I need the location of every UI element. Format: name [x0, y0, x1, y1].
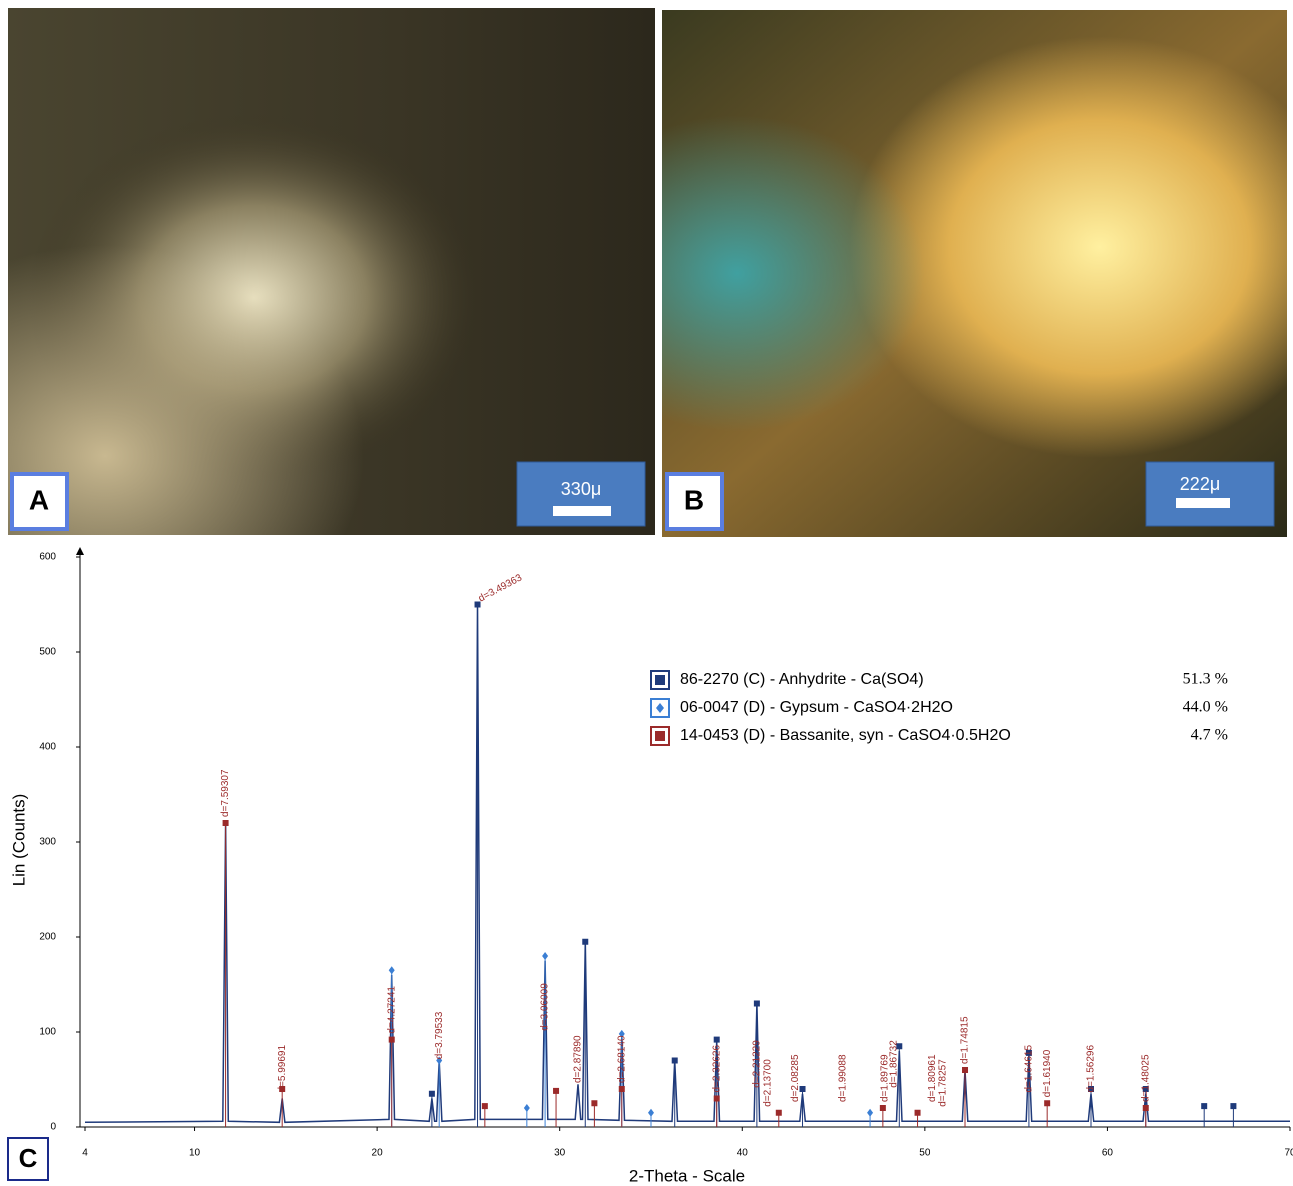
reference-marker	[1044, 1100, 1050, 1106]
reference-marker	[553, 1088, 559, 1094]
reference-marker	[754, 1001, 760, 1007]
panel-label: A	[29, 484, 49, 515]
legend-swatch	[655, 731, 665, 741]
micrograph-b: 222μ B	[662, 10, 1287, 537]
x-tick-label: 4	[82, 1148, 88, 1159]
peak-label: d=7.59307	[220, 769, 231, 817]
reference-marker	[1230, 1103, 1236, 1109]
peak-label: d=3.06009	[540, 983, 551, 1031]
peak-label: d=2.13700	[762, 1059, 773, 1107]
peak-label: d=1.86732	[888, 1040, 899, 1088]
reference-marker	[619, 1086, 625, 1092]
reference-marker	[389, 1037, 395, 1043]
x-tick-label: 50	[919, 1148, 931, 1159]
peak-label: d=3.49363	[477, 572, 525, 604]
y-tick-label: 600	[39, 552, 56, 563]
legend-label: 06-0047 (D) - Gypsum - CaSO4·2H2O	[680, 699, 953, 716]
reference-marker	[1201, 1103, 1207, 1109]
y-tick-label: 200	[39, 932, 56, 943]
y-tick-label: 400	[39, 742, 56, 753]
peak-label: d=1.99088	[837, 1054, 848, 1102]
y-tick-label: 100	[39, 1027, 56, 1038]
peak-label: d=1.74815	[960, 1016, 971, 1064]
peak-label: d=2.68140	[616, 1035, 627, 1083]
reference-marker	[776, 1110, 782, 1116]
panel-label: B	[684, 484, 704, 515]
reference-marker	[648, 1109, 654, 1117]
panel-label: C	[19, 1143, 38, 1173]
reference-marker	[714, 1096, 720, 1102]
figure: 330μ A 222μ B C 0 100 200 300 400 500 600 4 10 20…	[0, 0, 1293, 1186]
reference-marker	[867, 1109, 873, 1117]
reference-marker	[389, 966, 395, 974]
reference-marker	[542, 952, 548, 960]
peak-label: d=1.56296	[1086, 1045, 1097, 1093]
reference-marker	[962, 1067, 968, 1073]
legend-label: 14-0453 (D) - Bassanite, syn - CaSO4·0.5…	[680, 727, 1011, 744]
legend-share: 4.7 %	[1191, 727, 1228, 744]
legend-share: 51.3 %	[1183, 671, 1228, 688]
peak-label: d=2.21229	[752, 1040, 763, 1088]
reference-marker	[223, 820, 229, 826]
peak-label: d=2.87890	[573, 1035, 584, 1083]
legend-label: 86-2270 (C) - Anhydrite - Ca(SO4)	[680, 671, 924, 688]
reference-marker	[482, 1103, 488, 1109]
reference-marker	[475, 602, 481, 608]
axis-arrow	[76, 547, 84, 555]
peak-label: d=1.64615	[1024, 1045, 1035, 1093]
y-tick-label: 0	[50, 1122, 56, 1133]
y-axis-title: Lin (Counts)	[9, 794, 28, 887]
reference-marker	[672, 1058, 678, 1064]
y-tick-label: 500	[39, 647, 56, 658]
reference-marker	[880, 1105, 886, 1111]
legend-swatch	[655, 675, 665, 685]
reference-marker	[714, 1037, 720, 1043]
reference-marker	[582, 939, 588, 945]
reference-marker	[1143, 1105, 1149, 1111]
peak-label: d=2.08285	[790, 1054, 801, 1102]
peak-label: d=1.48025	[1140, 1054, 1151, 1102]
reference-marker	[429, 1091, 435, 1097]
reference-marker	[524, 1104, 530, 1112]
reference-marker	[591, 1100, 597, 1106]
peak-label: d=3.79533	[434, 1011, 445, 1059]
peak-label: d=4.27241	[386, 986, 397, 1034]
micrograph-a: 330μ A	[8, 8, 655, 535]
peak-label: d=2.32626	[711, 1045, 722, 1093]
x-axis-title: 2-Theta - Scale	[629, 1166, 745, 1185]
x-tick-label: 20	[372, 1148, 384, 1159]
peak-label: d=1.61940	[1042, 1049, 1053, 1097]
x-tick-label: 70	[1284, 1148, 1293, 1159]
scale-label: 222μ	[1180, 474, 1220, 494]
scale-label: 330μ	[561, 479, 601, 499]
xrd-chart: 0 100 200 300 400 500 600 4 10 20 30 40 50 60 70 2-Thet…	[9, 547, 1293, 1185]
x-tick-label: 40	[737, 1148, 749, 1159]
x-tick-label: 60	[1102, 1148, 1114, 1159]
y-tick-label: 300	[39, 837, 56, 848]
reference-marker	[915, 1110, 921, 1116]
peak-label: d=1.80961	[927, 1054, 938, 1102]
x-tick-label: 10	[189, 1148, 201, 1159]
legend-share: 44.0 %	[1183, 699, 1228, 716]
peak-label: d=1.78257	[938, 1059, 949, 1107]
peak-label: d=5.99691	[277, 1045, 288, 1093]
x-tick-label: 30	[554, 1148, 566, 1159]
